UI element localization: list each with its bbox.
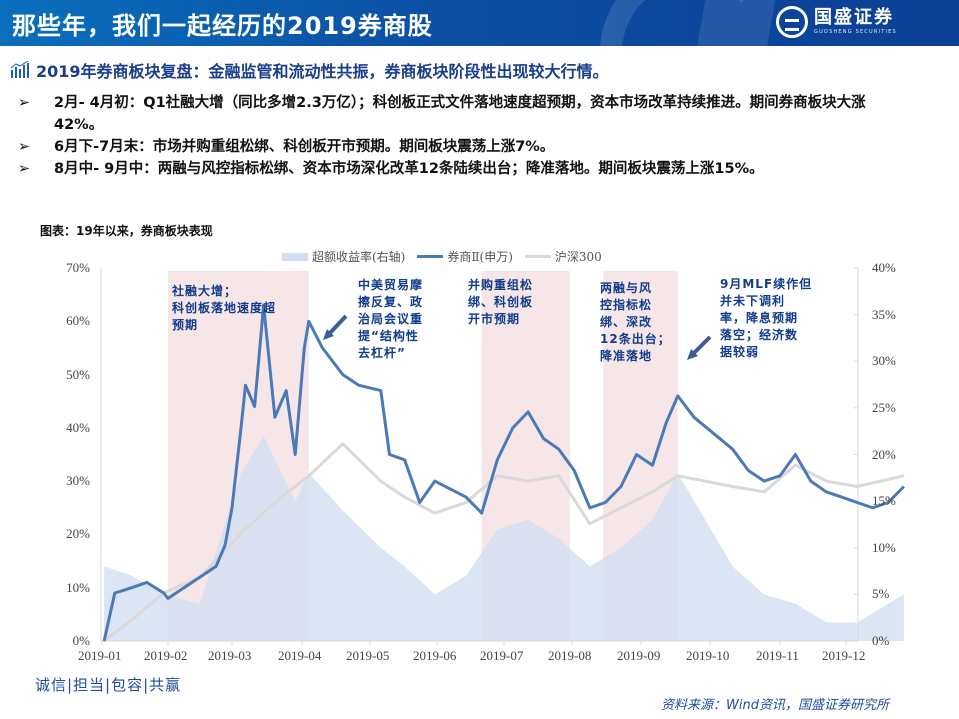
- x-axis-tick: 2019-10: [686, 648, 730, 663]
- right-axis-tick: 20%: [872, 446, 896, 462]
- bullet-text: 8月中- 9月中：两融与风控指标松绑、资本市场深化改革12条陆续出台；降准落地。…: [54, 161, 764, 177]
- left-axis-tick: 50%: [66, 366, 90, 382]
- left-axis-tick: 10%: [66, 579, 90, 595]
- bullet-item: ➢ 2月- 4月初：Q1社融大增（同比多增2.3万亿）；科创板正式文件落地速度超…: [14, 92, 914, 136]
- x-axis-tick: 2019-04: [278, 648, 322, 663]
- right-axis-tick: 0%: [872, 633, 890, 648]
- bullet-text: 6月下-7月末：市场并购重组松绑、科创板开市预期。期间板块震荡上涨7%。: [54, 139, 555, 155]
- legend-label: 超额收益率(右轴): [312, 250, 406, 264]
- legend-label: 沪深300: [554, 250, 602, 264]
- subtitle-text: 2019年券商板块复盘：金融监管和流动性共振，券商板块阶段性出现较大行情。: [36, 62, 609, 81]
- right-axis-tick: 30%: [872, 353, 896, 369]
- x-axis-tick: 2019-11: [756, 648, 799, 663]
- x-axis-tick: 2019-01: [78, 648, 122, 663]
- right-axis-tick: 15%: [872, 493, 896, 509]
- right-axis-tick: 5%: [872, 586, 890, 602]
- legend-label: 券商Ⅱ(申万): [447, 250, 513, 264]
- right-axis-tick: 10%: [872, 539, 896, 555]
- left-axis-tick: 40%: [66, 419, 90, 435]
- x-axis-tick: 2019-07: [480, 648, 524, 663]
- x-axis-tick: 2019-02: [144, 648, 188, 663]
- left-axis-tick: 0%: [72, 633, 90, 648]
- annotation-note: 社融大增； 科创板落地速度超 预期: [172, 284, 277, 332]
- bullet-list: ➢ 2月- 4月初：Q1社融大增（同比多增2.3万亿）；科创板正式文件落地速度超…: [14, 92, 914, 180]
- legend-swatch-line: [417, 255, 444, 258]
- logo-name-en: GUOSHENG SECURITIES: [814, 29, 897, 35]
- left-axis-tick: 20%: [66, 526, 90, 542]
- x-axis-tick: 2019-09: [617, 648, 661, 663]
- annotation-note: 9月MLF续作但 并未下调利 率，降息预期 落空；经济数 据较弱: [720, 277, 813, 359]
- chart-legend: 超额收益率(右轴) 券商Ⅱ(申万) 沪深300: [282, 248, 614, 265]
- right-axis-tick: 25%: [872, 399, 896, 415]
- legend-item-csi300: 沪深300: [524, 248, 602, 265]
- excess-return-area: [104, 435, 904, 641]
- chart-caption: 图表：19年以来，券商板块表现: [40, 224, 213, 238]
- annotation-note: 两融与风 控指标松 绑、深改 12条出台； 降准落地: [600, 281, 671, 363]
- left-axis-tick: 70%: [66, 260, 90, 275]
- data-source: 资料来源：Wind资讯，国盛证券研究所: [661, 698, 889, 713]
- logo-icon: [776, 6, 808, 38]
- bullet-item: ➢ 6月下-7月末：市场并购重组松绑、科创板开市预期。期间板块震荡上涨7%。: [14, 136, 914, 158]
- x-axis-tick: 2019-08: [548, 648, 592, 663]
- x-axis-tick: 2019-05: [346, 648, 390, 663]
- x-axis-tick: 2019-03: [208, 648, 252, 663]
- legend-swatch-area: [282, 252, 308, 261]
- bar-chart-icon: [10, 61, 29, 78]
- page-title: 那些年，我们一起经历的2019券商股: [12, 12, 433, 40]
- arrow-right-icon: ➢: [17, 139, 31, 155]
- decorative-stripe: [692, 0, 778, 46]
- annotation-note: 并购重组松 绑、科创板 开市预期: [468, 278, 534, 326]
- x-axis-tick: 2019-12: [822, 648, 866, 663]
- left-axis-tick: 60%: [66, 313, 90, 329]
- annotation-note: 中美贸易摩 擦反复、政 治局会议重 提“结构性 去杠杆”: [358, 278, 424, 360]
- bullet-item: ➢ 8月中- 9月中：两融与风控指标松绑、资本市场深化改革12条陆续出台；降准落…: [14, 158, 914, 180]
- logo-name-cn: 国盛证券: [814, 7, 894, 28]
- legend-item-excess: 超额收益率(右轴): [282, 248, 405, 265]
- arrow-right-icon: ➢: [17, 161, 31, 177]
- legend-item-brokers: 券商Ⅱ(申万): [417, 248, 513, 265]
- arrow-right-icon: ➢: [17, 95, 31, 111]
- section-subtitle: 2019年券商板块复盘：金融监管和流动性共振，券商板块阶段性出现较大行情。: [10, 58, 609, 82]
- left-axis-tick: 30%: [66, 473, 90, 489]
- header-banner: 那些年，我们一起经历的2019券商股 国盛证券 GUOSHENG SECURIT…: [0, 0, 959, 46]
- bullet-text: 2月- 4月初：Q1社融大增（同比多增2.3万亿）；科创板正式文件落地速度超预期…: [54, 95, 866, 133]
- right-axis-tick: 40%: [872, 260, 896, 275]
- x-axis-tick: 2019-06: [413, 648, 457, 663]
- legend-swatch-line: [524, 255, 551, 258]
- right-axis-tick: 35%: [872, 306, 896, 322]
- company-logo: 国盛证券 GUOSHENG SECURITIES: [776, 6, 897, 38]
- company-motto: 诚信|担当|包容|共赢: [35, 676, 182, 694]
